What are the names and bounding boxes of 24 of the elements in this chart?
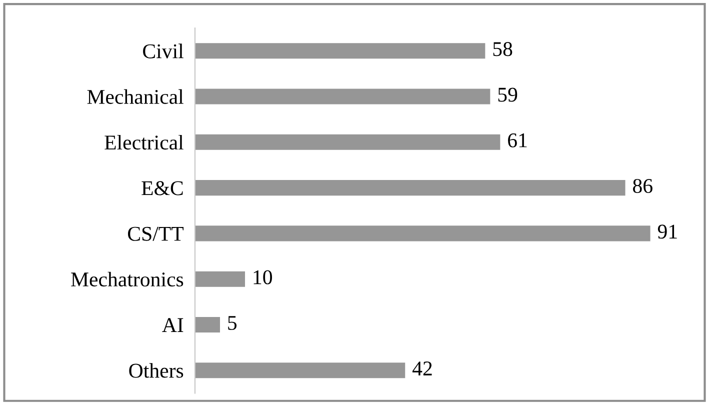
data-label: 61	[508, 133, 527, 148]
bar	[194, 362, 406, 378]
data-label: 58	[493, 42, 512, 56]
data-label: 42	[412, 362, 432, 376]
y-tick-label: CS/TT	[128, 226, 184, 241]
data-label: 86	[633, 178, 652, 194]
y-tick-label: E&C	[142, 181, 183, 196]
bar	[194, 316, 220, 332]
bar	[194, 180, 626, 196]
y-tick-label: Mechanical	[87, 89, 184, 104]
y-tick-label: Others	[129, 363, 184, 378]
bar	[194, 271, 246, 287]
data-label: 5	[228, 316, 237, 330]
y-tick-label: AI	[162, 318, 184, 332]
data-label: 91	[658, 224, 677, 239]
y-tick-label: Civil	[143, 44, 184, 58]
bar	[194, 88, 490, 104]
y-tick-label: Electrical	[104, 134, 184, 150]
y-tick-label: Mechatronics	[71, 272, 184, 287]
data-label: 59	[498, 88, 518, 102]
bar	[194, 43, 486, 59]
bar	[194, 134, 500, 150]
bar	[194, 226, 650, 242]
data-label: 10	[254, 270, 272, 284]
